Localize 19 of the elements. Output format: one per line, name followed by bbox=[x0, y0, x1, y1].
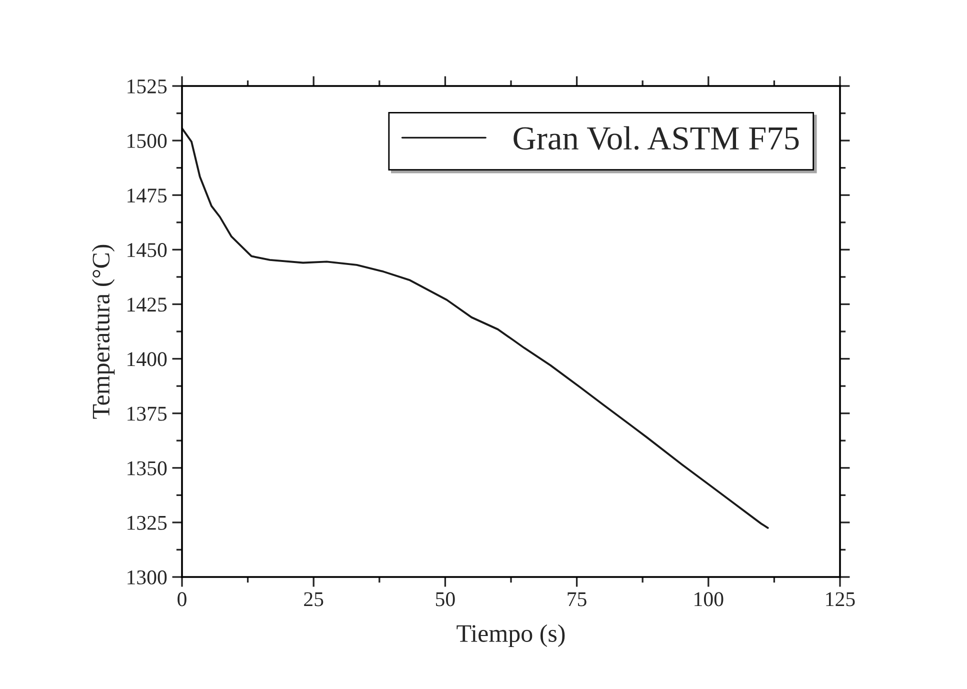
y-axis-title: Temperatura (°C) bbox=[92, 244, 115, 419]
x-tick-label: 25 bbox=[304, 592, 324, 606]
x-tick-label: 100 bbox=[694, 592, 724, 606]
y-tick-label: 1375 bbox=[128, 406, 167, 421]
y-tick-label: 1400 bbox=[128, 352, 167, 366]
y-tick-label: 1350 bbox=[128, 461, 167, 476]
y-tick-label: 1450 bbox=[128, 243, 167, 258]
y-tick-label: 1425 bbox=[128, 298, 167, 312]
x-tick-label: 0 bbox=[178, 592, 186, 606]
y-tick-label: 1500 bbox=[128, 134, 167, 148]
y-tick-label: 1475 bbox=[128, 188, 167, 203]
x-tick-label: 125 bbox=[826, 592, 855, 606]
x-tick-label: 50 bbox=[436, 592, 455, 606]
x-tick-label: 75 bbox=[568, 592, 586, 606]
legend-label: Gran Vol. ASTM F75 bbox=[514, 126, 799, 150]
x-axis-title: Tiempo (s) bbox=[456, 624, 565, 648]
y-tick-label: 1325 bbox=[128, 516, 167, 530]
y-tick-label: 1300 bbox=[128, 570, 167, 584]
y-tick-label: 1525 bbox=[128, 79, 167, 94]
